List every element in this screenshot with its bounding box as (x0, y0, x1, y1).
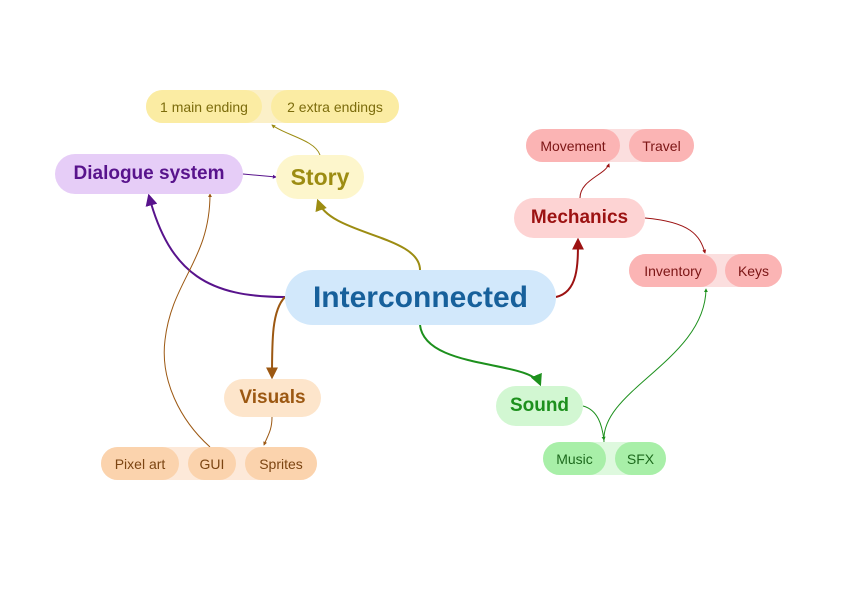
edge-center-visuals (266, 296, 286, 380)
edge-center-mechanics (555, 237, 584, 298)
edge-mechanics-movement (579, 163, 610, 199)
node-music[interactable]: Music (543, 442, 606, 475)
node-inventory[interactable]: Inventory (629, 254, 717, 287)
edge-center-sound (419, 324, 542, 387)
edge-sound-audio (582, 405, 606, 441)
edge-gui-dialogue (163, 193, 212, 448)
node-sfx[interactable]: SFX (615, 442, 666, 475)
edge-center-dialogue (145, 193, 286, 298)
node-main-ending[interactable]: 1 main ending (146, 90, 262, 123)
edge-story-endings (271, 124, 321, 156)
edge-visuals-visual-items (263, 416, 273, 446)
edge-center-story (315, 198, 421, 271)
node-movement[interactable]: Movement (526, 129, 620, 162)
edge-dialogue-story (242, 173, 277, 179)
node-mechanics[interactable]: Mechanics (514, 198, 645, 238)
node-gui[interactable]: GUI (188, 447, 236, 480)
node-extra-endings[interactable]: 2 extra endings (271, 90, 399, 123)
node-sound[interactable]: Sound (496, 386, 583, 426)
node-visuals[interactable]: Visuals (224, 379, 321, 417)
node-dialogue-system[interactable]: Dialogue system (55, 154, 243, 194)
edge-mechanics-inventory (644, 217, 707, 254)
edge-audio-inventory (603, 288, 708, 443)
node-travel[interactable]: Travel (629, 129, 694, 162)
node-interconnected[interactable]: Interconnected (285, 270, 556, 325)
node-sprites[interactable]: Sprites (245, 447, 317, 480)
node-keys[interactable]: Keys (725, 254, 782, 287)
node-story[interactable]: Story (276, 155, 364, 199)
node-pixel-art[interactable]: Pixel art (101, 447, 179, 480)
